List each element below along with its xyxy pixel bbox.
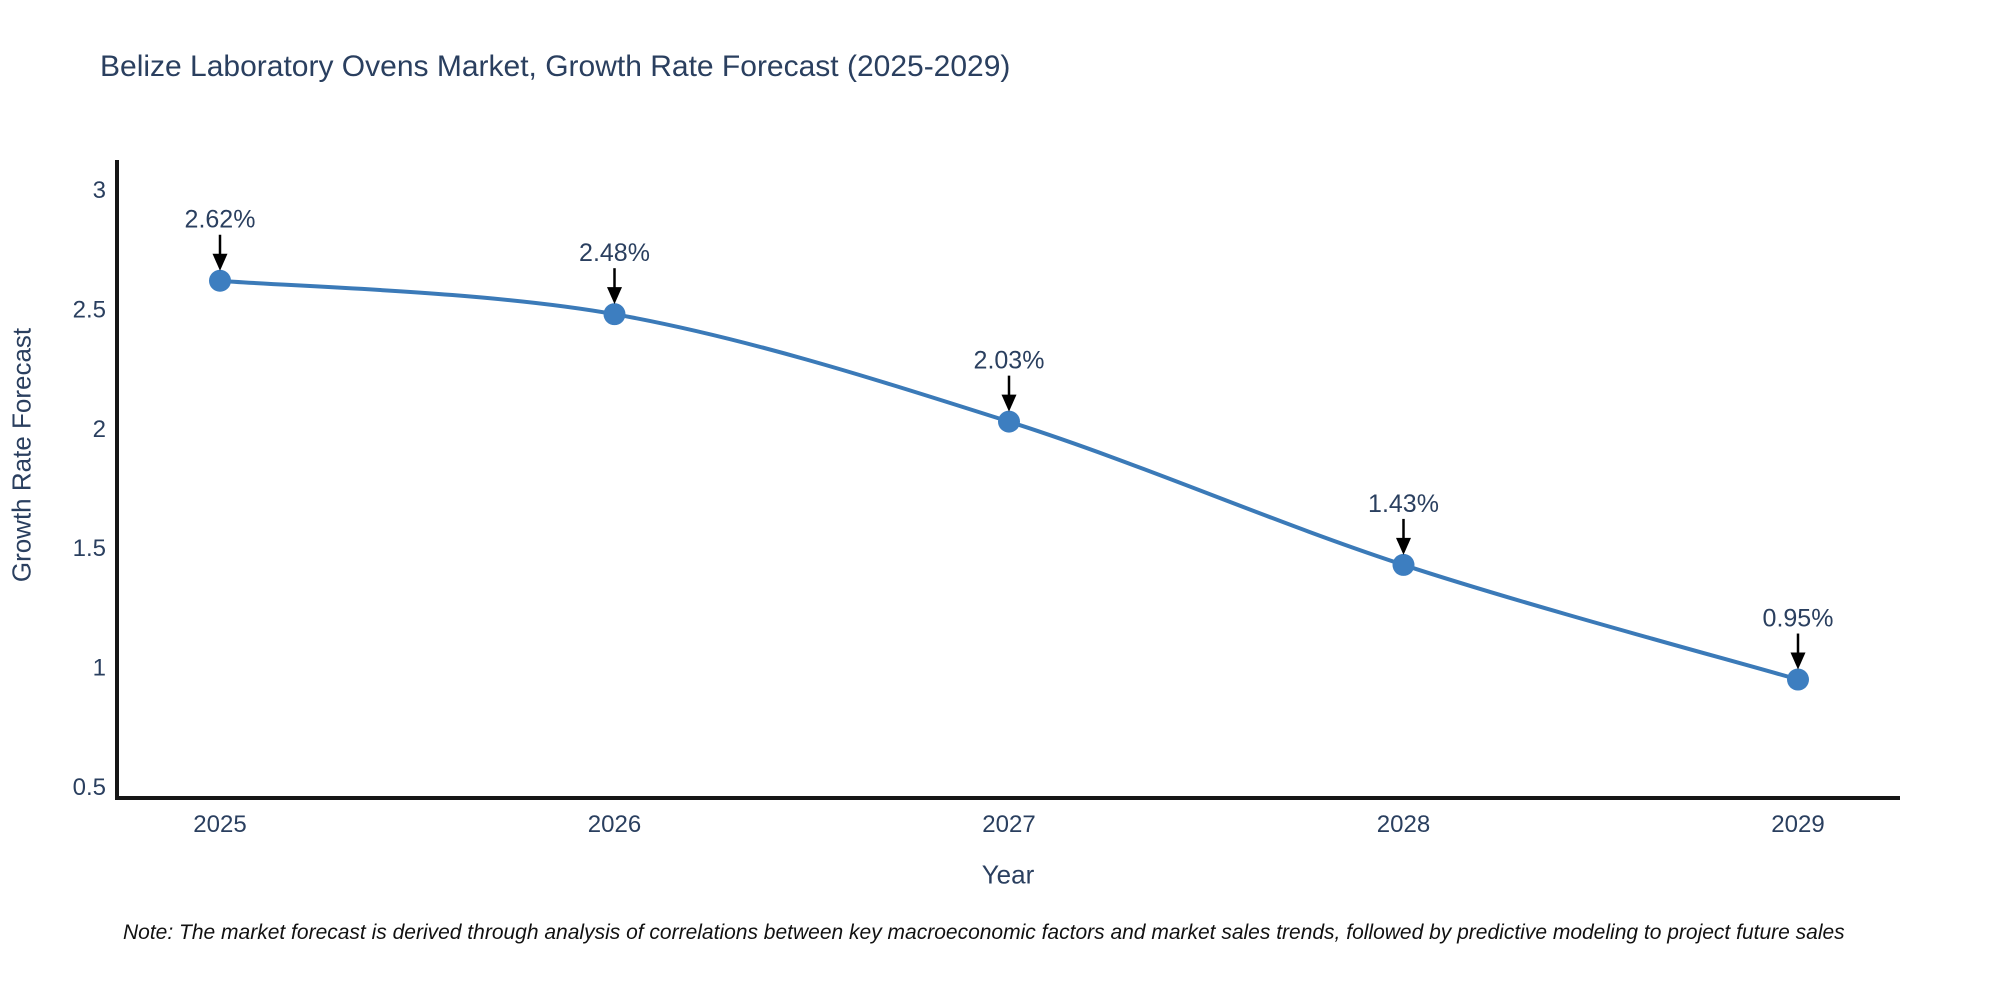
annotation-arrow-head (212, 253, 228, 271)
data-point (209, 269, 231, 292)
footnote: Note: The market forecast is derived thr… (123, 921, 1845, 944)
annotation-arrow-head (607, 287, 622, 305)
point-annotation-label: 2.48% (579, 239, 650, 267)
x-tick-label: 2027 (982, 811, 1035, 838)
point-annotation-label: 2.62% (185, 206, 256, 234)
chart-title: Belize Laboratory Ovens Market, Growth R… (100, 50, 1011, 83)
growth-rate-line (219, 278, 1799, 682)
x-axis-title: Year (981, 859, 1035, 890)
y-tick-label: 2.5 (73, 296, 106, 323)
y-tick-label: 2 (93, 416, 106, 443)
y-tick-label: 0.5 (73, 774, 106, 801)
annotation-arrow-head (1790, 652, 1806, 670)
data-point (603, 303, 626, 326)
point-annotation-label: 0.95% (1763, 605, 1834, 633)
y-tick-label: 1 (93, 655, 106, 682)
point-annotation-label: 1.43% (1368, 490, 1439, 518)
data-point (1787, 668, 1809, 691)
x-tick-label: 2028 (1377, 811, 1430, 838)
annotation-arrow-head (1001, 394, 1017, 412)
annotation-arrow-head (1396, 537, 1411, 555)
x-tick-label: 2029 (1771, 811, 1824, 838)
data-point (1392, 553, 1415, 576)
x-tick-label: 2026 (588, 811, 641, 838)
point-annotation-label: 2.03% (974, 347, 1045, 375)
data-point (998, 410, 1020, 433)
y-tick-label: 1.5 (73, 535, 106, 562)
y-tick-label: 3 (93, 177, 106, 204)
x-tick-label: 2025 (193, 811, 246, 838)
